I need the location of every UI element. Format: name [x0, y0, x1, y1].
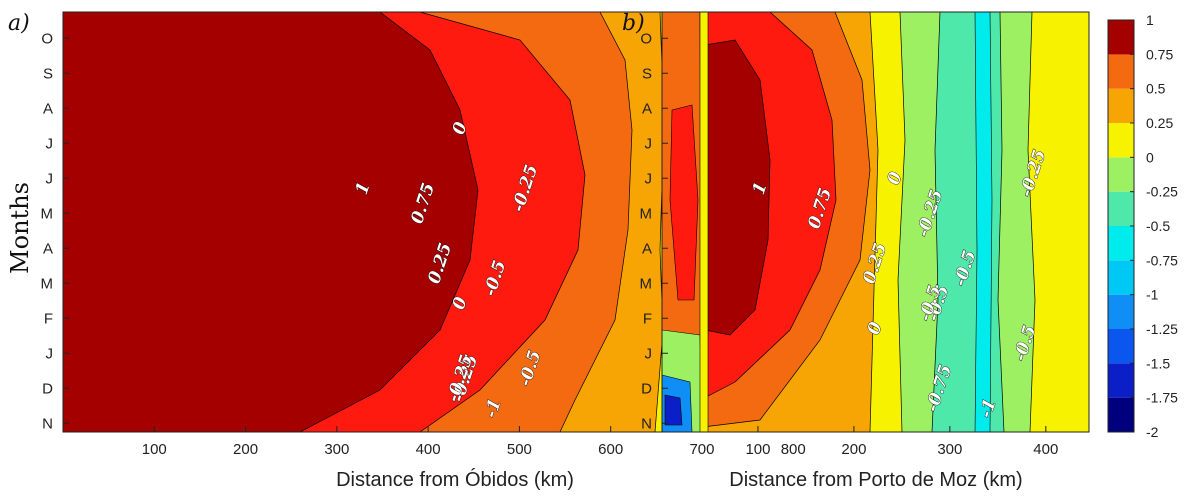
panel-b-xlabel: Distance from Porto de Moz (km)	[729, 469, 1022, 491]
panel-a-xlabel: Distance from Óbidos (km)	[336, 468, 574, 491]
panel-b-frame	[661, 11, 1090, 433]
panel-a-ylabel: Months	[6, 182, 34, 274]
panel-b-ytick-label: A	[642, 240, 652, 257]
panel-a-xtick-label: 500	[507, 441, 532, 458]
panel-a-contour-075	[63, 12, 479, 432]
panel-b-contour-neg075	[974, 12, 993, 432]
panel-b-contour-seam	[699, 12, 709, 432]
colorbar-tick-label: 0.25	[1146, 115, 1173, 131]
colorbar-tick-label: -0.25	[1146, 184, 1178, 200]
panel-b-ytick-label: F	[643, 310, 652, 327]
panel-b-contour-west-darkblue	[664, 394, 683, 426]
panel-b-xtick-label: 200	[841, 441, 866, 458]
colorbar-tick-label: -0.75	[1146, 252, 1178, 268]
colorbar-tick-label: -1.5	[1146, 355, 1170, 371]
colorbar-tick-label: -2	[1146, 424, 1159, 440]
colorbar-swatch	[1108, 294, 1134, 329]
panel-b-xtick-label: 300	[937, 441, 962, 458]
colorbar-swatch	[1108, 88, 1134, 123]
colorbar-tick-label: -1.75	[1146, 390, 1178, 406]
panel-a-ytick-label: M	[41, 205, 54, 222]
panel-b-plot-area	[662, 12, 1089, 432]
colorbar-swatch	[1108, 20, 1134, 55]
panel-b-ytick-label: J	[645, 170, 653, 187]
panel-b-contour-075	[704, 39, 771, 336]
panel-a-xtick-label: 400	[416, 441, 441, 458]
colorbar-tick-label: -1	[1146, 287, 1159, 303]
panel-a-ytick-label: M	[41, 275, 54, 292]
panel-b-ytick-label: O	[640, 30, 652, 47]
colorbar-tick-label: 1	[1146, 12, 1154, 28]
panel-a-ytick-label: J	[46, 135, 54, 152]
colorbar-tick-label: 0.75	[1146, 46, 1173, 62]
panel-b-ytick-label: M	[640, 205, 653, 222]
panel-b-contour-west-strip-inner	[669, 104, 699, 301]
colorbar-tick-label: 0.5	[1146, 81, 1166, 97]
panel-b-xtick-label: 100	[745, 441, 770, 458]
panel-a-ytick-label: J	[46, 170, 54, 187]
panel-a-ticks: 100 200 300 400 500 600 700 800 O S A J J M A M F J D N	[41, 30, 806, 458]
panel-a-xtick-label: 700	[689, 441, 714, 458]
panel-b-xtick-label: 400	[1033, 441, 1058, 458]
panel-a-xtick-label: 600	[598, 441, 623, 458]
panel-a-ytick-label: O	[41, 30, 53, 47]
colorbar-swatch	[1108, 397, 1134, 432]
panel-b-ytick-label: D	[641, 380, 652, 397]
panel-a-xtick-label: 200	[233, 441, 258, 458]
colorbar-swatch	[1108, 123, 1134, 158]
panel-a-ytick-label: N	[42, 415, 53, 432]
panel-a-xtick-label: 800	[781, 441, 806, 458]
panel-a-xtick-label: 300	[324, 441, 349, 458]
colorbar-swatch	[1108, 226, 1134, 261]
colorbar-swatch	[1108, 157, 1134, 192]
colorbar-tick-label: -1.25	[1146, 321, 1178, 337]
colorbar-tick-label: 0	[1146, 149, 1154, 165]
panel-a-ytick-label: S	[43, 65, 53, 82]
colorbar-swatch	[1108, 260, 1134, 295]
panel-a-ytick-label: F	[44, 310, 53, 327]
colorbar-tick-label: -0.5	[1146, 218, 1170, 234]
panel-b-label: b)	[622, 11, 645, 36]
panel-b-ytick-label: N	[641, 415, 652, 432]
colorbar-swatch	[1108, 191, 1134, 226]
panel-a-xtick-label: 100	[142, 441, 167, 458]
panel-a-ytick-label: D	[42, 380, 53, 397]
panel-a-ytick-label: A	[43, 240, 53, 257]
panel-b-ytick-label: M	[640, 275, 653, 292]
colorbar-swatch	[1108, 54, 1134, 89]
panel-b-ticks: 100 200 300 400 O S A J J M A M F J D N	[640, 30, 1059, 458]
panel-b-ytick-label: J	[645, 345, 653, 362]
panel-a-label: a)	[8, 11, 30, 36]
colorbar-swatch	[1108, 363, 1134, 398]
panel-b-contour-east-000	[1027, 12, 1089, 432]
panel-a-ytick-label: A	[43, 100, 53, 117]
panel-b-ytick-label: A	[642, 100, 652, 117]
colorbar: 1 0.75 0.5 0.25 0 -0.25 -0.5 -0.75 -1 -1.25 -1.5 -1…	[1107, 12, 1178, 440]
panel-b-ytick-label: S	[642, 65, 652, 82]
panel-b-ytick-label: J	[645, 135, 653, 152]
panel-a-plot-area	[63, 12, 848, 432]
panel-a-ytick-label: J	[46, 345, 54, 362]
colorbar-swatch	[1108, 329, 1134, 364]
